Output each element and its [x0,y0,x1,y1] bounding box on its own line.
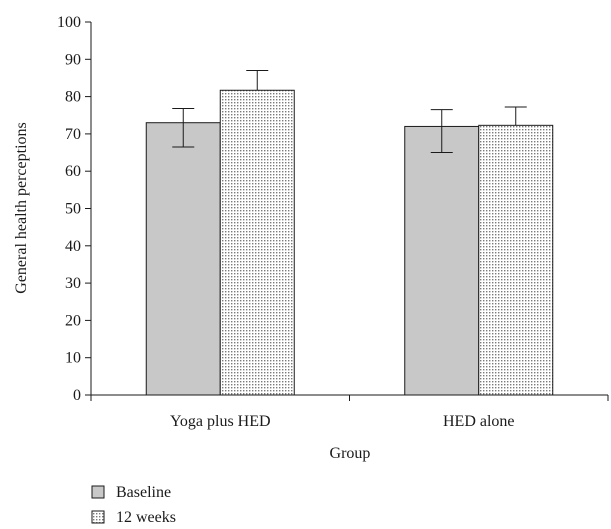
y-axis: 0 10 20 30 40 50 60 70 80 90 100 [57,14,92,404]
y-axis-label: General health perceptions [13,122,30,293]
y-tick-label: 100 [57,14,81,31]
y-tick-label: 80 [65,89,81,106]
y-tick-label: 70 [65,126,81,143]
bar-baseline-hed-alone [404,125,480,396]
x-axis: Yoga plus HED HED alone [90,394,609,430]
bars [145,89,554,396]
y-tick-label: 60 [65,163,81,180]
error-bars [172,69,527,154]
bar-12-weeks-hed-alone [478,124,554,396]
x-axis-label: Group [330,445,371,462]
y-tick-label: 10 [65,350,81,367]
bar-12-weeks-yoga-plus-hed [219,89,295,396]
y-tick-label: 40 [65,238,81,255]
bar-baseline-yoga-plus-hed [145,122,221,396]
y-tick-label: 90 [65,51,81,68]
legend: Baseline 12 weeks [91,484,176,526]
x-tick-label: Yoga plus HED [170,413,271,430]
y-tick-label: 30 [65,275,81,292]
y-tick-label: 50 [65,201,81,218]
legend-label-12-weeks: 12 weeks [116,509,176,526]
x-tick-label: HED alone [443,413,515,430]
legend-label-baseline: Baseline [116,484,171,501]
legend-swatch-12-weeks [91,510,105,524]
y-tick-label: 20 [65,312,81,329]
y-tick-label: 0 [73,387,81,404]
legend-swatch-baseline [91,485,105,499]
